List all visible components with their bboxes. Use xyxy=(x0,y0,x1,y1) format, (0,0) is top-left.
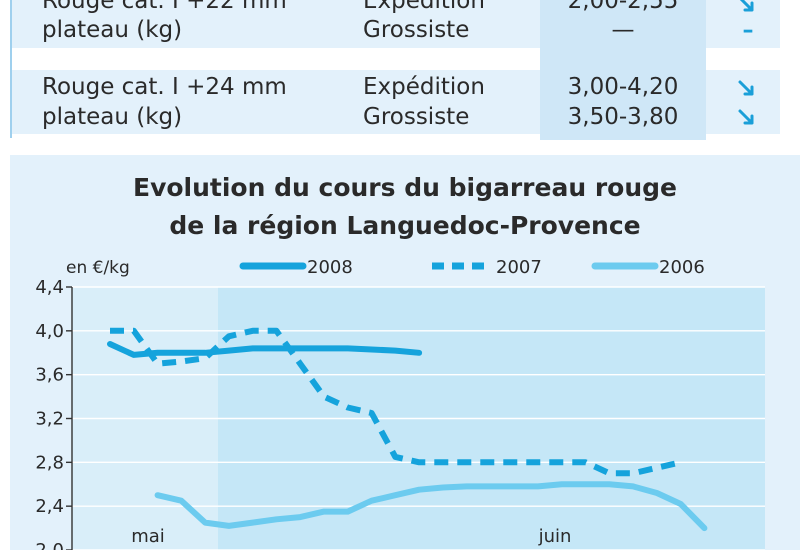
y-tick-label: 4,0 xyxy=(35,321,64,342)
product-unit: plateau (kg) xyxy=(42,104,183,130)
market-type: Grossiste xyxy=(363,17,470,43)
chart-title: Evolution du cours du bigarreau rouge xyxy=(133,173,677,202)
series-line-2008 xyxy=(107,341,423,358)
price-chart: Evolution du cours du bigarreau rouge de… xyxy=(10,155,800,550)
y-axis-label: en €/kg xyxy=(66,258,130,278)
month-label: juin xyxy=(538,526,572,547)
month-labels: mai juin xyxy=(131,526,571,547)
price-range: 3,00-4,20 xyxy=(567,74,679,100)
chart-subtitle: de la région Languedoc-Provence xyxy=(169,211,641,240)
y-tick-label: 4,4 xyxy=(35,277,64,298)
y-axis-ticks: 4,4 4,0 3,6 3,2 2,8 2,4 2,0 xyxy=(35,277,73,550)
price-column xyxy=(540,0,706,140)
dash-icon: – xyxy=(743,18,754,43)
svg-text:–: – xyxy=(743,18,754,43)
y-tick-label: 3,6 xyxy=(35,365,64,386)
series-line-2007 xyxy=(110,327,682,477)
price-range: 3,50-3,80 xyxy=(567,104,679,130)
chart-legend: 2008 2007 2006 xyxy=(239,257,705,278)
product-name: Rouge cat. I +24 mm xyxy=(42,74,287,100)
y-tick-label: 2,8 xyxy=(35,452,64,473)
series-line-2006 xyxy=(154,481,708,532)
falling-arrow-icon xyxy=(738,80,754,96)
trend-icons: – xyxy=(738,0,754,125)
falling-arrow-icon xyxy=(739,0,754,12)
chart-plot: 4,4 4,0 3,6 3,2 2,8 2,4 2,0 2008 2007 2006 en €/… xyxy=(35,257,765,550)
market-type: Expédition xyxy=(363,74,485,100)
falling-arrow-icon xyxy=(738,109,754,125)
month-label: mai xyxy=(131,526,165,547)
y-tick-label: 2,4 xyxy=(35,496,64,517)
market-type: Grossiste xyxy=(363,104,470,130)
product-name: Rouge cat. I +22 mm xyxy=(42,0,287,14)
legend-label: 2007 xyxy=(496,257,542,278)
table-border xyxy=(10,0,12,138)
y-tick-label: 2,0 xyxy=(35,540,64,550)
price-range: — xyxy=(611,17,635,43)
y-tick-label: 3,2 xyxy=(35,409,64,430)
price-table: Rouge cat. I +22 mm plateau (kg) Expédit… xyxy=(0,0,800,140)
legend-label: 2006 xyxy=(659,257,705,278)
market-type: Expédition xyxy=(363,0,485,14)
legend-label: 2008 xyxy=(307,257,353,278)
price-range: 2,00-2,55 xyxy=(567,0,679,14)
series-lines xyxy=(107,327,708,532)
product-unit: plateau (kg) xyxy=(42,17,183,43)
